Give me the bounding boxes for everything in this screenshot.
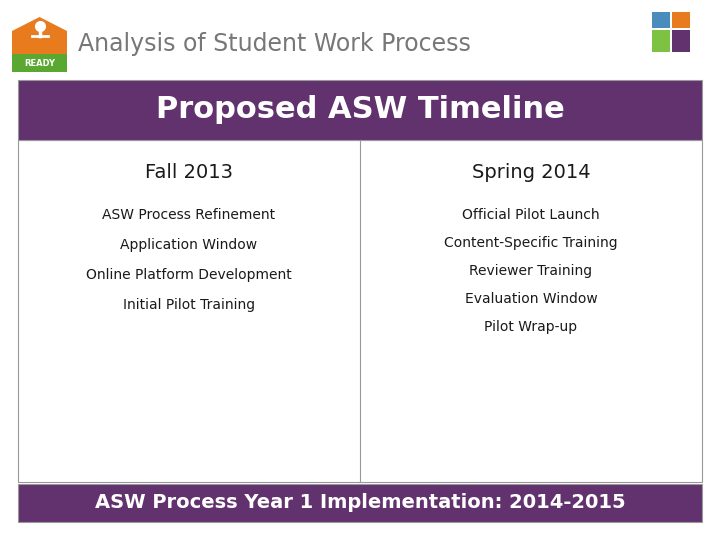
Text: Fall 2013: Fall 2013 bbox=[145, 163, 233, 181]
Text: Spring 2014: Spring 2014 bbox=[472, 163, 590, 181]
FancyBboxPatch shape bbox=[18, 484, 702, 522]
Text: Reviewer Training: Reviewer Training bbox=[469, 264, 593, 278]
FancyBboxPatch shape bbox=[672, 12, 690, 28]
FancyBboxPatch shape bbox=[18, 80, 702, 140]
FancyBboxPatch shape bbox=[672, 30, 690, 52]
FancyBboxPatch shape bbox=[652, 12, 670, 28]
FancyBboxPatch shape bbox=[12, 54, 67, 72]
Text: Content-Specific Training: Content-Specific Training bbox=[444, 236, 618, 250]
Text: Official Pilot Launch: Official Pilot Launch bbox=[462, 208, 600, 222]
Text: ASW Process Refinement: ASW Process Refinement bbox=[102, 208, 276, 222]
FancyBboxPatch shape bbox=[18, 140, 702, 482]
Polygon shape bbox=[12, 17, 67, 54]
Text: Evaluation Window: Evaluation Window bbox=[464, 292, 598, 306]
Text: Analysis of Student Work Process: Analysis of Student Work Process bbox=[78, 32, 471, 56]
Text: Application Window: Application Window bbox=[120, 238, 258, 252]
Text: Initial Pilot Training: Initial Pilot Training bbox=[123, 298, 255, 312]
Text: Proposed ASW Timeline: Proposed ASW Timeline bbox=[156, 96, 564, 125]
Text: Pilot Wrap-up: Pilot Wrap-up bbox=[485, 320, 577, 334]
Text: ASW Process Year 1 Implementation: 2014-2015: ASW Process Year 1 Implementation: 2014-… bbox=[95, 494, 625, 512]
Text: READY: READY bbox=[24, 58, 55, 68]
Text: Online Platform Development: Online Platform Development bbox=[86, 268, 292, 282]
FancyBboxPatch shape bbox=[652, 30, 670, 52]
